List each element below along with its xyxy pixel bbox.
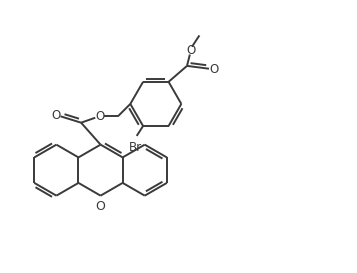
Text: O: O	[186, 44, 195, 57]
Text: O: O	[95, 110, 104, 123]
Text: O: O	[96, 200, 106, 213]
Text: Br: Br	[129, 141, 142, 154]
Text: O: O	[209, 63, 218, 76]
Text: O: O	[51, 109, 61, 122]
